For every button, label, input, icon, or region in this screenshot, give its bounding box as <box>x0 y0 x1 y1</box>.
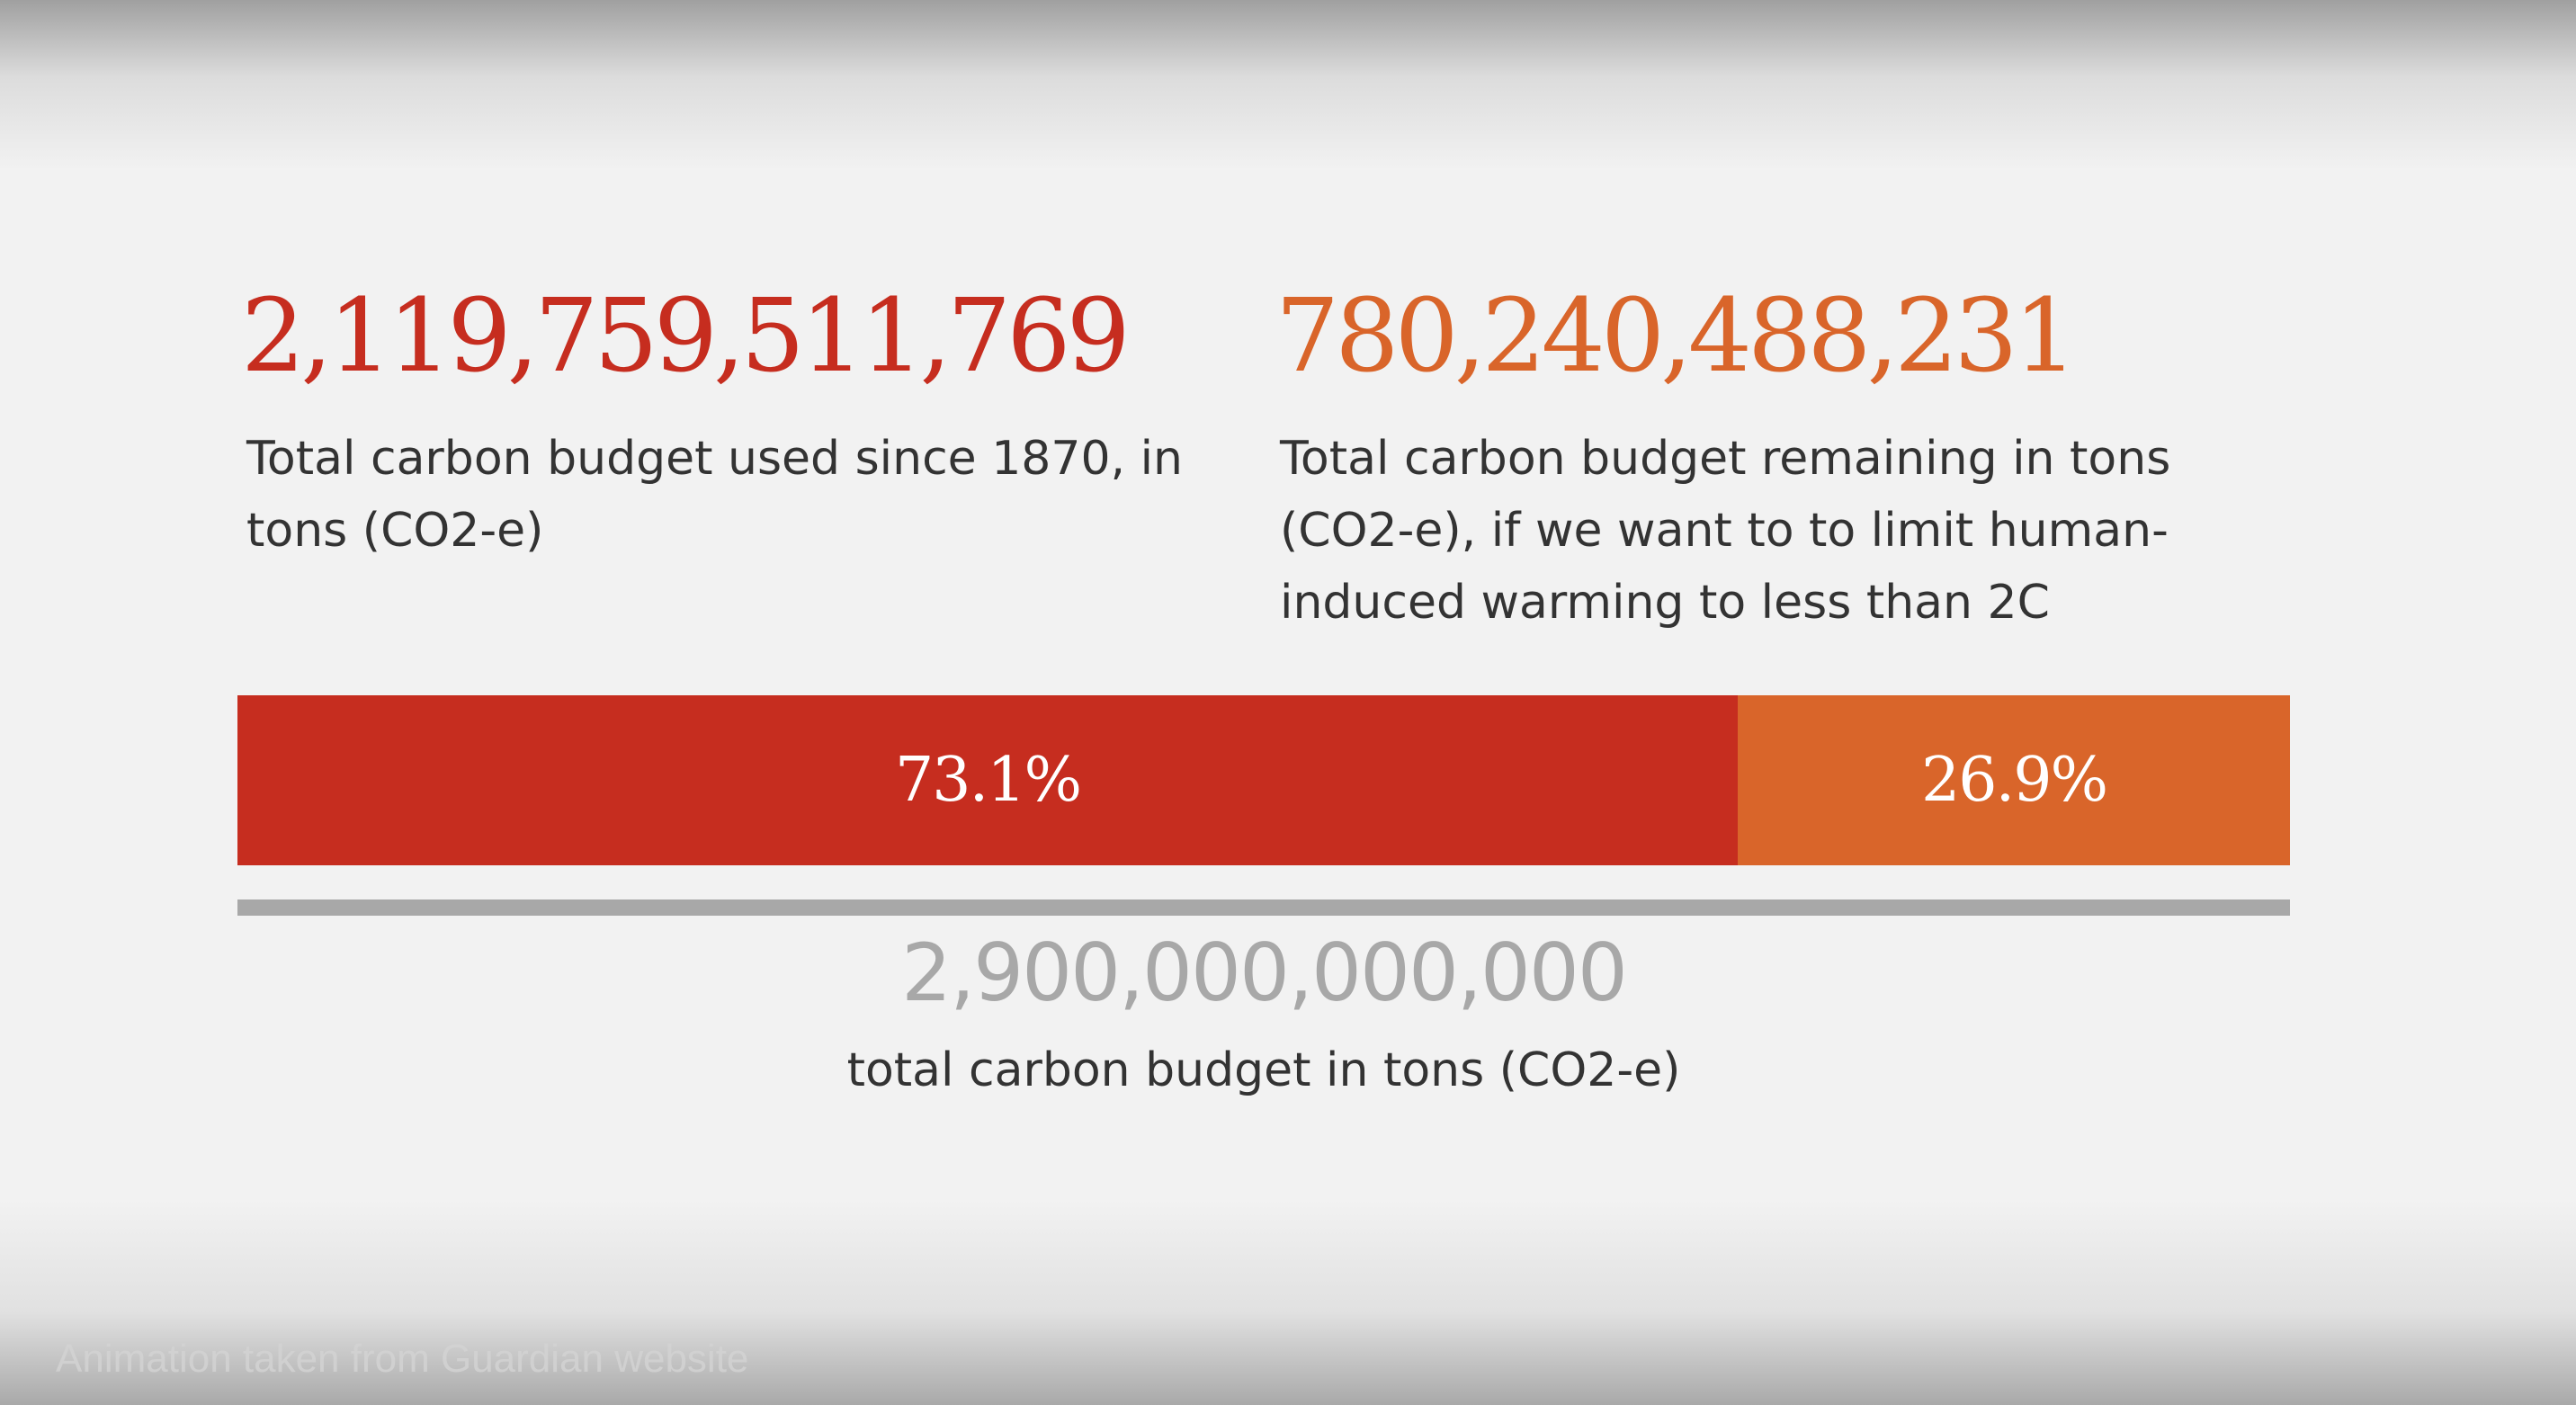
used-budget-number: 2,119,759,511,769 <box>241 278 1131 395</box>
total-budget-caption: total carbon budget in tons (CO2-e) <box>846 1043 1681 1097</box>
bottom-vignette <box>0 1198 2576 1405</box>
total-budget-line <box>237 899 2290 916</box>
used-budget-caption: Total carbon budget used since 1870, in … <box>246 432 1183 558</box>
used-share-segment: 73.1% <box>237 695 1739 865</box>
remaining-share-label: 26.9% <box>1921 745 2108 816</box>
video-credit-caption: Animation taken from Guardian website <box>56 1337 749 1381</box>
used-share-label: 73.1% <box>895 745 1082 816</box>
total-budget-number: 2,900,000,000,000 <box>901 926 1628 1019</box>
remaining-budget-caption: Total carbon budget remaining in tons (C… <box>1280 432 2171 630</box>
budget-share-bar: 73.1% 26.9% <box>237 695 2290 865</box>
remaining-share-segment: 26.9% <box>1738 695 2290 865</box>
top-vignette <box>0 0 2576 171</box>
remaining-budget-number: 780,240,488,231 <box>1275 278 2078 395</box>
